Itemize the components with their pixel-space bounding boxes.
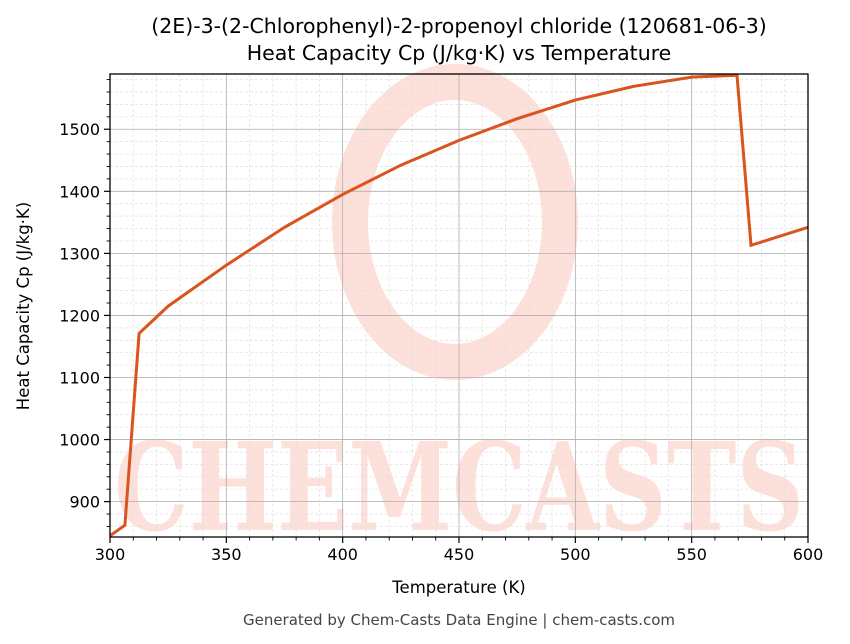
- y-tick-label: 1000: [59, 431, 100, 450]
- x-tick-label: 500: [560, 545, 591, 564]
- x-tick-label: 400: [327, 545, 358, 564]
- x-tick-label: 450: [444, 545, 475, 564]
- y-tick-label: 1300: [59, 244, 100, 263]
- y-tick-label: 1400: [59, 182, 100, 201]
- chart-title-line2: Heat Capacity Cp (J/kg·K) vs Temperature: [247, 41, 672, 65]
- x-axis-label: Temperature (K): [391, 578, 525, 597]
- x-tick-label: 600: [793, 545, 824, 564]
- y-axis-label: Heat Capacity Cp (J/kg·K): [14, 202, 33, 410]
- axis-tick-labels: 300 350 400 450 500 550 600 900 1000 1100 1200 1300…: [59, 120, 823, 564]
- footer-credit: Generated by Chem-Casts Data Engine | ch…: [243, 611, 675, 629]
- chart-title-line1: (2E)-3-(2-Chlorophenyl)-2-propenoyl chlo…: [151, 14, 767, 38]
- x-tick-label: 300: [95, 545, 126, 564]
- x-tick-label: 550: [676, 545, 707, 564]
- y-tick-label: 1100: [59, 368, 100, 387]
- y-tick-label: 900: [69, 493, 100, 512]
- cp-data-line: [109, 73, 809, 538]
- y-tick-label: 1500: [59, 120, 100, 139]
- x-tick-label: 350: [211, 545, 242, 564]
- axis-ticks: [104, 79, 809, 543]
- y-tick-label: 1200: [59, 306, 100, 325]
